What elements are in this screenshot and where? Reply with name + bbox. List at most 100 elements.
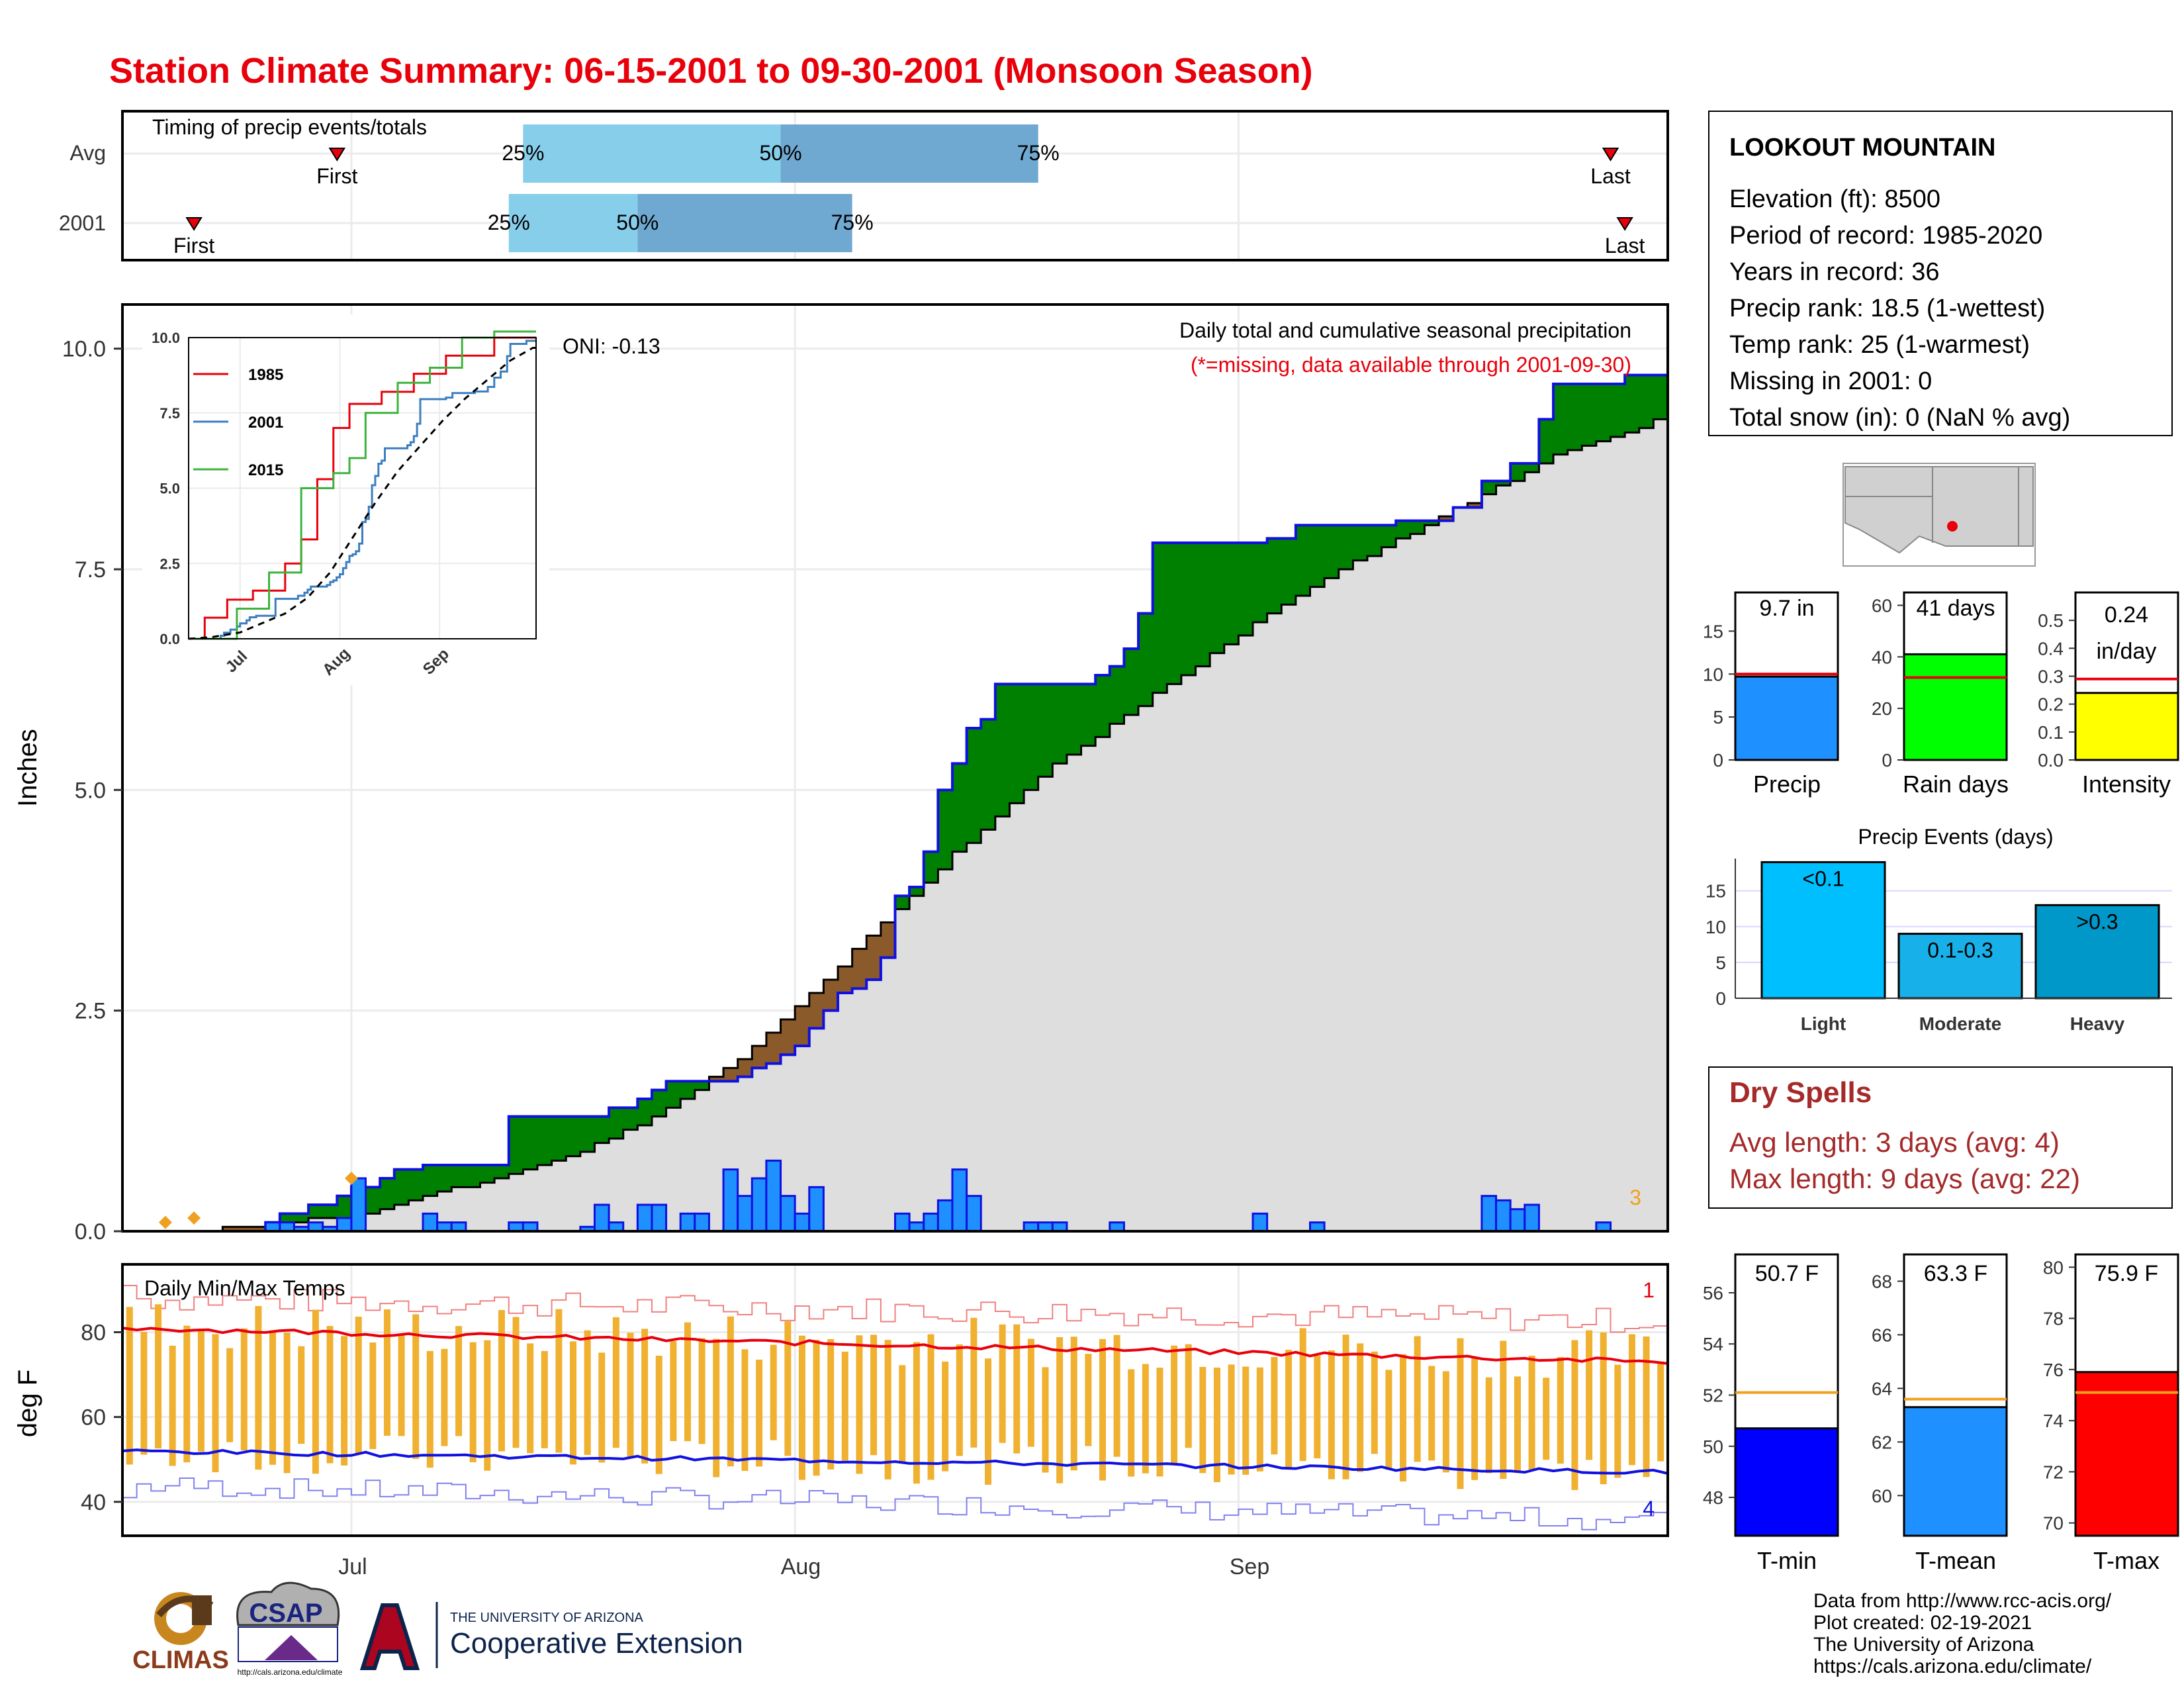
csap-logo: CSAP http://cals.arizona.edu/climate [236,1581,343,1677]
first-event-marker [158,1215,172,1229]
temp-summary-bar-t-max [2074,1371,2179,1537]
daily-precip-bar [894,1212,911,1233]
daily-temp-bar [827,1338,835,1470]
daily-temp-bar [312,1309,319,1474]
summary-y-tick-label: 20 [1872,698,1892,719]
temp-summary-y-tick-label: 76 [2043,1360,2064,1380]
daily-temp-bar [1299,1328,1306,1462]
daily-temp-bar [670,1341,677,1441]
temp-summary-y-tick-label: 66 [1872,1325,1892,1345]
daily-temp-bar [1543,1378,1550,1460]
summary-y-tick-label: 5 [1713,707,1723,727]
temp-y-tick-label: 60 [81,1405,106,1430]
daily-temp-bar [455,1326,463,1436]
events-x-tick-label: Light [1801,1013,1846,1034]
footer-line-2: Plot created: 02-19-2021 [1813,1612,2032,1634]
y-tick-label: 2.5 [75,999,106,1024]
daily-temp-bar [1027,1338,1034,1447]
main-ylabel: Inches [13,729,42,807]
daily-temp-bar [1128,1369,1135,1477]
precip-value-label: 9.7 in [1759,596,1814,621]
daily-temp-bar [1271,1356,1278,1455]
daily-temp-bar [1056,1336,1064,1483]
inset-y-tick-label: 10.0 [152,330,180,346]
temp-summary-y-tick-label: 70 [2043,1513,2064,1534]
daily-temp-bar [1042,1367,1049,1473]
temp-summary-bar-t-mean [1903,1406,2008,1537]
daily-temp-bar [684,1322,692,1442]
daily-temp-bar [1070,1336,1077,1471]
temp-summary-y-tick-label: 64 [1872,1378,1892,1399]
events-x-tick-label: Heavy [2070,1013,2125,1034]
tmean-value-label: 63.3 F [1924,1261,1987,1286]
daily-precip-bar [765,1159,782,1233]
tmin-value-label: 50.7 F [1755,1261,1819,1286]
daily-temp-bar [355,1316,362,1455]
events-y-tick-label: 15 [1706,881,1726,902]
daily-temp-bar [870,1335,878,1456]
tmax-value-label: 75.9 F [2095,1261,2158,1286]
daily-temp-bar [698,1338,705,1444]
ua-line-1: THE UNIVERSITY OF ARIZONA [450,1611,644,1625]
summary-bar-charts: 0 5 10 15 0 20 40 60 0.0 0.1 0.2 0.3 0.4 0.5 [1703,591,2179,771]
daily-precip-bar [966,1195,982,1233]
x-tick-aug: Aug [781,1554,821,1579]
summary-y-tick-label: 10 [1703,664,1723,684]
timing-quartile-label: 75% [1017,141,1060,165]
timing-first-label: First [173,234,214,258]
daily-precip-bar [951,1168,968,1233]
station-name: LOOKOUT MOUNTAIN [1729,134,1995,162]
tmin-bar-label: T-min [1757,1547,1817,1574]
daily-temp-bar [884,1340,891,1479]
inset-series-2001 [189,340,536,640]
daily-temp-bar [1500,1340,1507,1479]
timing-bar-50-75 [637,194,852,252]
y-tick-label: 0.0 [75,1219,106,1244]
daily-temp-bar [841,1351,848,1461]
daily-temp-bar [541,1350,548,1448]
temp-summary-y-tick-label: 48 [1703,1487,1723,1508]
daily-precip-bar [422,1212,439,1233]
daily-precip-bar [636,1203,653,1233]
events-y-tick-label: 5 [1715,953,1726,973]
ua-line-2: Cooperative Extension [450,1627,743,1660]
daily-temp-bar [1285,1350,1293,1468]
daily-temp-bar [1199,1366,1206,1474]
daily-temp-bar [655,1356,662,1474]
daily-temp-bar [999,1324,1006,1443]
daily-temp-bar [1156,1368,1163,1477]
daily-temp-bar [183,1325,191,1463]
daily-temp-bar [598,1352,606,1463]
raindays-bar-label: Rain days [1903,771,2009,798]
daily-temp-bar [956,1344,963,1456]
dry-spells-max: Max length: 9 days (avg: 22) [1729,1163,2080,1194]
daily-temp-bar [913,1342,920,1484]
inset-y-tick-label: 7.5 [159,405,180,422]
daily-precip-bar [780,1195,796,1233]
events-title: Precip Events (days) [1858,825,2053,849]
daily-temp-bar [1213,1367,1220,1483]
summary-y-tick-label: 0 [1713,750,1723,771]
station-snow: Total snow (in): 0 (NaN % avg) [1729,404,2070,432]
station-location-marker [1947,521,1958,532]
daily-precip-bar [1480,1195,1498,1233]
daily-precip-bar [1495,1199,1512,1233]
events-bar-light [1760,861,1886,1000]
daily-temp-bar [283,1333,291,1474]
dry-spells-title: Dry Spells [1729,1076,1872,1109]
summary-y-tick-label: 0.2 [2038,694,2064,715]
timing-last-marker [1616,217,1633,231]
timing-quartile-label: 25% [488,211,530,234]
timing-last-label: Last [1605,234,1645,258]
daily-precip-bar [737,1195,753,1233]
summary-y-tick-label: 0 [1882,750,1892,771]
timing-panel: Timing of precip events/totals Avg 2001 … [59,110,1669,261]
temp-ylabel: deg F [13,1370,42,1437]
footer-line-1: Data from http://www.rcc-acis.org/ [1813,1590,2112,1612]
daily-temp-bar [1328,1350,1335,1479]
page-title: Station Climate Summary: 06-15-2001 to 0… [109,51,1313,91]
avg-cumulative-area [122,419,1668,1232]
missing-count: 3 [1629,1186,1641,1209]
daily-temp-bar [226,1348,234,1442]
